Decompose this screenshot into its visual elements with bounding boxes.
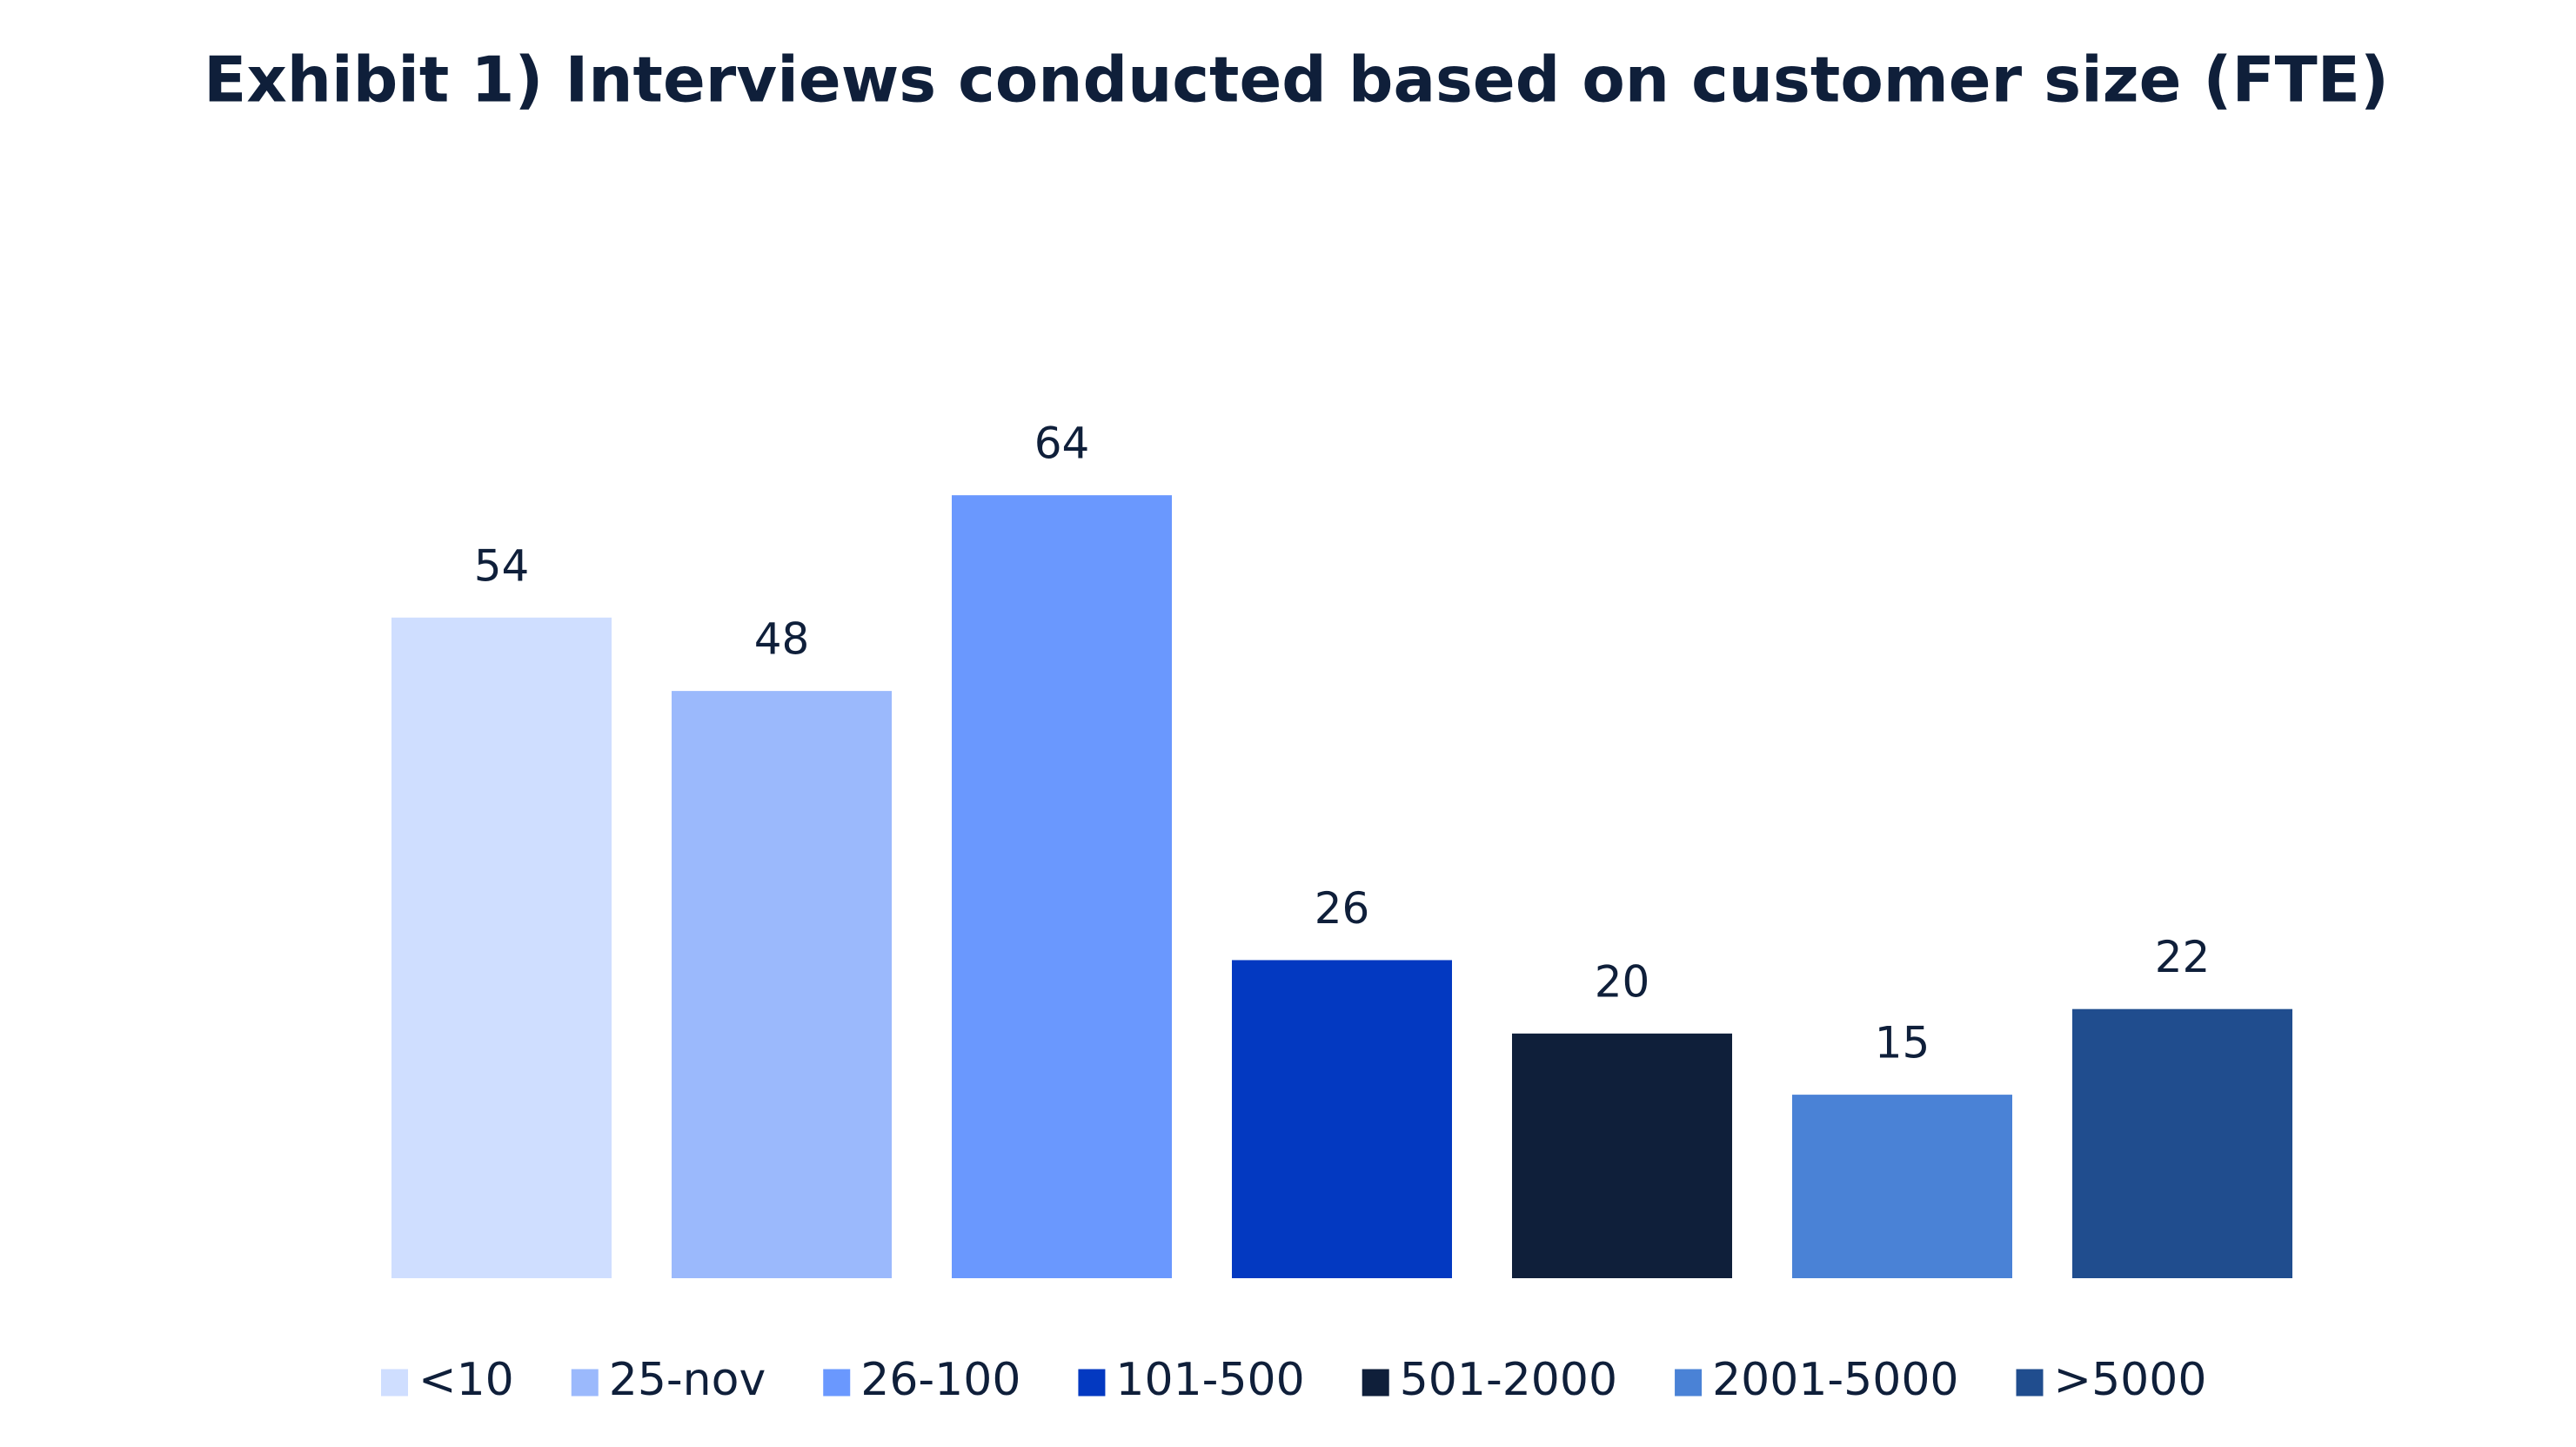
- legend-label: 2001-5000: [1712, 1354, 1958, 1406]
- value-label: 48: [754, 614, 810, 665]
- legend-label: 26-100: [860, 1354, 1020, 1406]
- legend-label: >5000: [2054, 1354, 2207, 1406]
- legend-label: 501-2000: [1400, 1354, 1617, 1406]
- legend-swatch: [2016, 1369, 2044, 1397]
- value-label: 64: [1034, 419, 1090, 469]
- bar: [672, 691, 892, 1278]
- legend-label: 101-500: [1115, 1354, 1304, 1406]
- legend-swatch: [1675, 1369, 1703, 1397]
- bar: [952, 495, 1172, 1278]
- legend-swatch: [571, 1369, 599, 1397]
- legend-swatch: [1362, 1369, 1389, 1397]
- legend-swatch: [823, 1369, 851, 1397]
- legend-label: <10: [418, 1354, 514, 1406]
- bar: [1232, 960, 1452, 1278]
- bar: [1792, 1095, 2012, 1278]
- chart-title: Exhibit 1) Interviews conducted based on…: [204, 44, 2389, 117]
- bar: [391, 617, 612, 1278]
- legend-label: 25-nov: [609, 1354, 766, 1406]
- bar: [1512, 1033, 1732, 1278]
- value-label: 20: [1595, 956, 1650, 1007]
- bar: [2072, 1008, 2292, 1278]
- value-label: 15: [1875, 1018, 1930, 1069]
- value-label: 26: [1315, 883, 1370, 934]
- value-label: 22: [2155, 932, 2211, 982]
- legend-swatch: [381, 1369, 408, 1397]
- value-label: 54: [474, 540, 530, 591]
- legend-swatch: [1078, 1369, 1106, 1397]
